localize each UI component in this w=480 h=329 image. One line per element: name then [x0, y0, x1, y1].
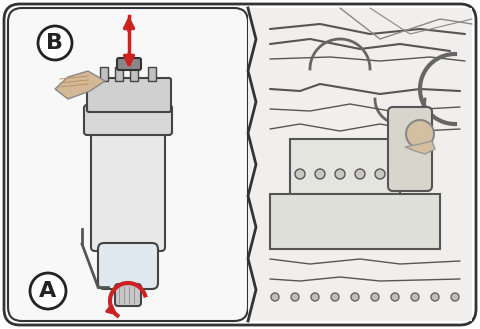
FancyBboxPatch shape	[87, 78, 171, 112]
Circle shape	[375, 169, 385, 179]
Circle shape	[351, 293, 359, 301]
Circle shape	[291, 293, 299, 301]
Circle shape	[335, 169, 345, 179]
Circle shape	[30, 273, 66, 309]
Bar	[290, 139, 400, 194]
Text: B: B	[47, 33, 63, 53]
FancyBboxPatch shape	[388, 107, 432, 191]
Circle shape	[331, 293, 339, 301]
Circle shape	[411, 293, 419, 301]
Bar	[248, 8, 472, 321]
Circle shape	[355, 169, 365, 179]
Bar	[148, 67, 156, 81]
Bar	[130, 67, 138, 81]
FancyBboxPatch shape	[91, 107, 165, 251]
FancyBboxPatch shape	[84, 105, 172, 135]
Circle shape	[295, 169, 305, 179]
FancyBboxPatch shape	[8, 8, 248, 321]
Circle shape	[271, 293, 279, 301]
Bar	[270, 194, 440, 249]
Bar	[115, 67, 123, 81]
Circle shape	[38, 26, 72, 60]
Circle shape	[371, 293, 379, 301]
FancyBboxPatch shape	[117, 58, 141, 70]
FancyBboxPatch shape	[115, 284, 141, 306]
Circle shape	[391, 293, 399, 301]
Polygon shape	[55, 71, 105, 99]
Polygon shape	[405, 141, 435, 154]
Circle shape	[406, 120, 434, 148]
Bar	[100, 67, 108, 81]
FancyBboxPatch shape	[4, 4, 476, 325]
FancyBboxPatch shape	[98, 243, 158, 289]
Circle shape	[431, 293, 439, 301]
Circle shape	[315, 169, 325, 179]
Text: A: A	[39, 281, 57, 301]
Circle shape	[451, 293, 459, 301]
Circle shape	[311, 293, 319, 301]
